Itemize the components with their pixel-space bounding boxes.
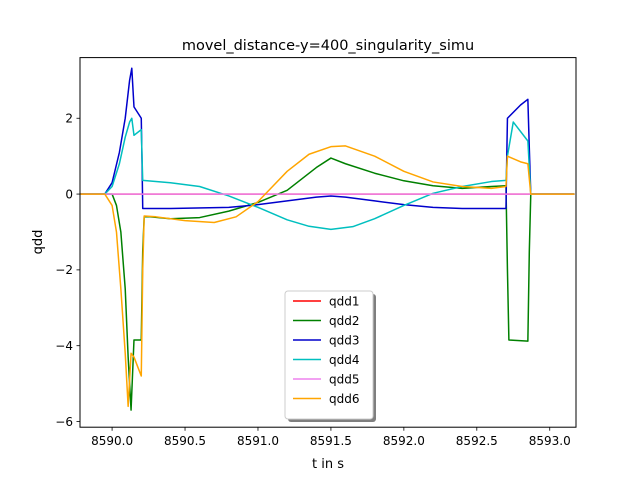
- legend-label-qdd2: qdd2: [329, 314, 360, 328]
- x-tick-label: 8591.5: [310, 434, 352, 448]
- x-axis-label: t in s: [312, 457, 344, 472]
- x-tick-label: 8593.0: [529, 434, 571, 448]
- x-tick-label: 8592.0: [383, 434, 425, 448]
- legend: qdd1 qdd2 qdd3 qdd4 qdd5 qdd6: [284, 290, 376, 422]
- legend-label-qdd5: qdd5: [329, 373, 360, 387]
- series-line-qdd3: [80, 67, 575, 210]
- legend-box: [284, 290, 374, 420]
- series-line-qdd2: [80, 157, 575, 411]
- x-axis: 8590.0 8590.5 8591.0 8591.5 8592.0 8592.5 8593…: [91, 427, 571, 448]
- y-tick-label: −6: [55, 415, 73, 429]
- legend-label-qdd1: qdd1: [329, 295, 360, 309]
- y-tick-label: −4: [55, 339, 73, 353]
- x-tick-label: 8590.5: [164, 434, 206, 448]
- y-tick-label: 0: [65, 187, 73, 201]
- chart-title: movel_distance-y=400_singularity_simu: [182, 38, 474, 54]
- legend-label-qdd3: qdd3: [329, 334, 360, 348]
- x-tick-label: 8592.5: [456, 434, 498, 448]
- y-axis: −6 −4 −2 0 2: [55, 112, 80, 429]
- plot-lines: [80, 67, 575, 411]
- y-axis-label: qdd: [31, 230, 46, 255]
- legend-label-qdd6: qdd6: [329, 392, 360, 406]
- plot-frame: [79, 57, 577, 428]
- legend-label-qdd4: qdd4: [329, 353, 360, 367]
- y-tick-label: −2: [55, 263, 73, 277]
- y-tick-label: 2: [65, 112, 73, 126]
- x-tick-label: 8591.0: [237, 434, 279, 448]
- x-tick-label: 8590.0: [91, 434, 133, 448]
- series-line-qdd6: [80, 145, 575, 408]
